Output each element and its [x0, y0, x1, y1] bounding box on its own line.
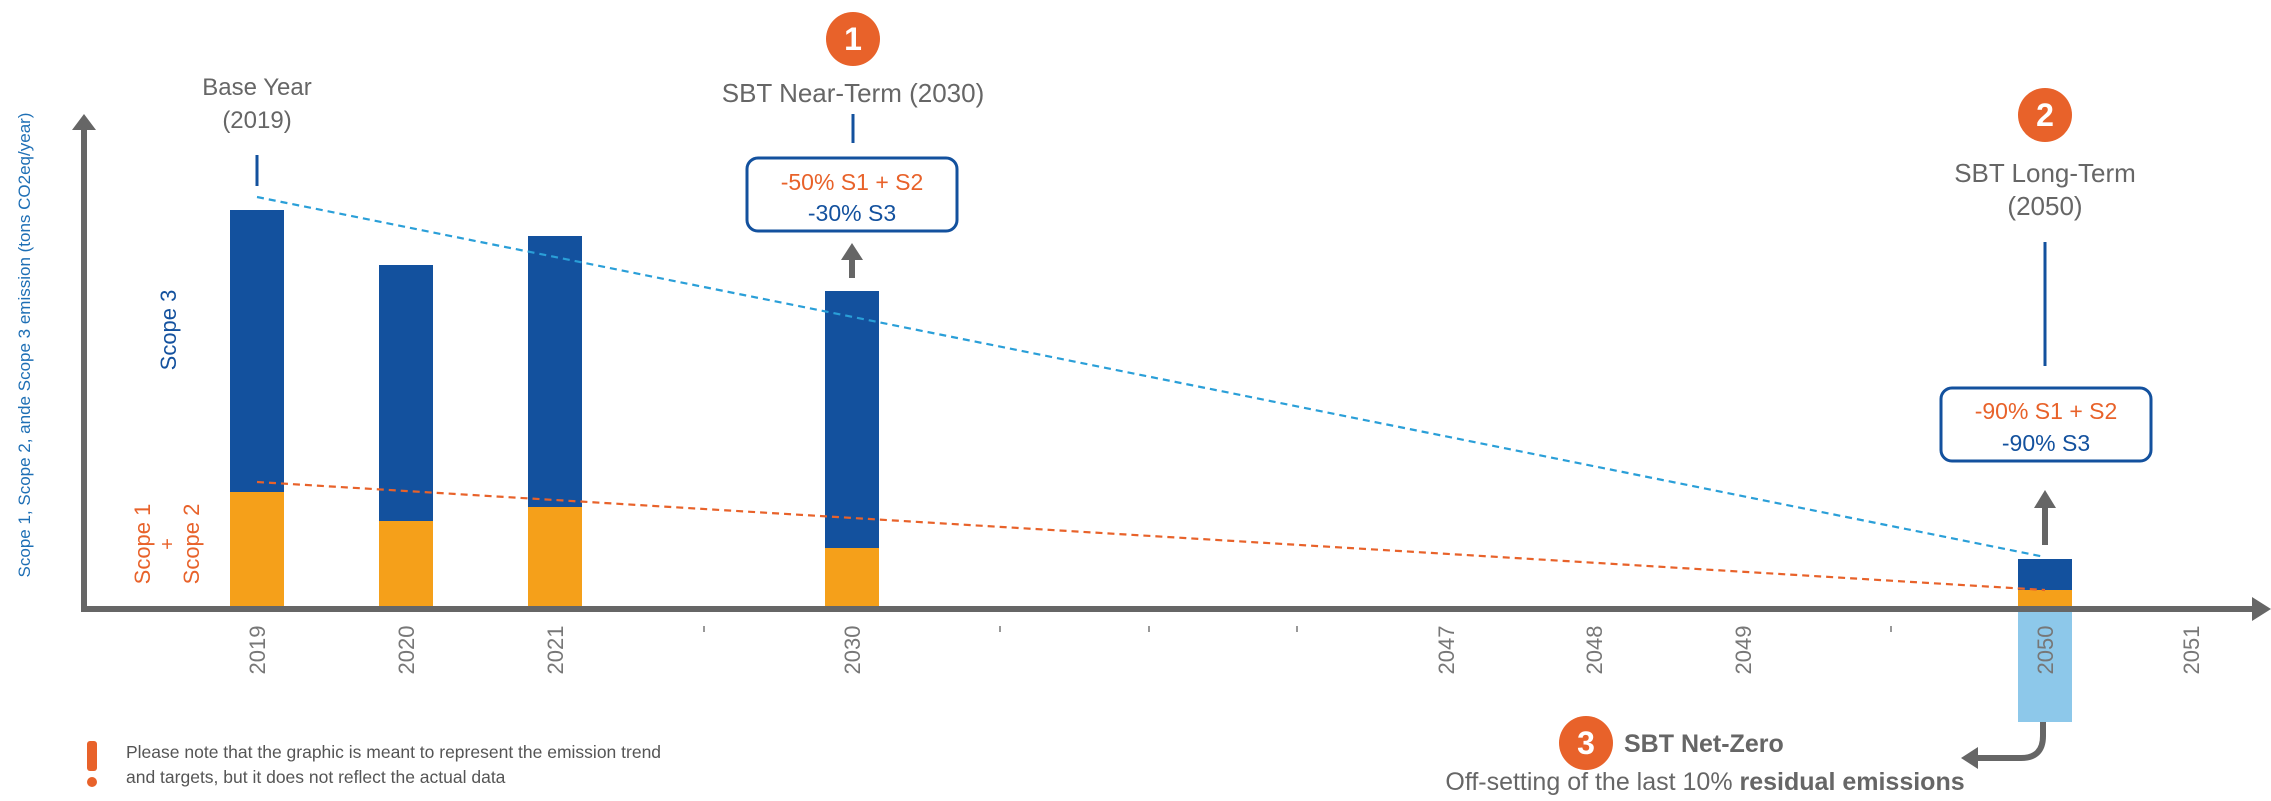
bar-scope12-2021 [528, 507, 582, 607]
long-term-badge [2018, 88, 2072, 142]
near-term-badge [826, 12, 880, 66]
x-tick-label-2049: 2049 [1731, 626, 1756, 675]
exclamation-icon [87, 741, 97, 771]
series-label-scope3: Scope 3 [156, 290, 181, 371]
near-term-target-box [745, 156, 959, 233]
net-zero-return-arrow [1976, 722, 2046, 761]
net-zero-badge-number: 3 [1577, 725, 1595, 761]
x-tick-label-2021: 2021 [543, 626, 568, 675]
trend-line-total [256, 195, 2046, 559]
bar-scope3-2050 [2018, 559, 2072, 590]
y-axis-arrow [72, 114, 96, 130]
bar-scope3-2030 [825, 291, 879, 548]
series-label-scope12-plus: + [157, 538, 179, 550]
x-tick-label-2020: 2020 [394, 626, 419, 675]
long-term-arrow-head [2034, 490, 2056, 508]
near-term-arrow-head [841, 243, 863, 260]
series-label-scope12-line1: Scope 1 [130, 504, 155, 585]
x-axis-arrow [2252, 597, 2271, 621]
base-year-title: Base Year [202, 74, 311, 101]
bar-scope12-2020 [379, 521, 433, 607]
series-label-scope12-line2: Scope 2 [179, 504, 204, 585]
footnote-line2: and targets, but it does not reflect the… [126, 767, 506, 787]
bar-scope12-2019 [230, 492, 284, 607]
bar-scope12-2050 [2018, 590, 2072, 607]
exclamation-icon-dot [87, 777, 97, 787]
base-year-subtitle: (2019) [222, 107, 291, 134]
long-term-badge-number: 2 [2036, 97, 2054, 133]
near-term-badge-number: 1 [844, 21, 862, 57]
x-tick-label-2051: 2051 [2179, 626, 2204, 675]
net-zero-title: SBT Net-Zero [1624, 730, 1784, 758]
net-zero-description-start: Off-setting of the last 10% [1445, 768, 1739, 796]
bar-scope12-2030 [825, 548, 879, 607]
x-tick-label-2050: 2050 [2033, 626, 2058, 675]
x-tick-label-2048: 2048 [1582, 626, 1607, 675]
net-zero-description: Off-setting of the last 10% residual emi… [1445, 768, 1964, 796]
y-axis-label: Scope 1, Scope 2, ande Scope 3 emission … [15, 113, 34, 578]
x-tick-label-2047: 2047 [1434, 626, 1459, 675]
long-term-title: SBT Long-Term [1954, 158, 2136, 188]
long-term-subtitle: (2050) [2007, 191, 2082, 221]
x-tick-label-2019: 2019 [245, 626, 270, 675]
net-zero-description-bold: residual emissions [1740, 768, 1965, 796]
footnote-line1: Please note that the graphic is meant to… [126, 742, 661, 762]
near-term-target-s12: -50% S1 + S2 [781, 169, 924, 195]
long-term-target-box [1939, 386, 2153, 463]
bar-scope3-2020 [379, 265, 433, 521]
long-term-target-s12: -90% S1 + S2 [1975, 398, 2118, 424]
net-zero-return-arrow-head [1961, 747, 1978, 769]
bar-scope3-2021 [528, 236, 582, 507]
long-term-target-s3: -90% S3 [2002, 430, 2090, 456]
net-zero-badge [1559, 716, 1613, 770]
near-term-title: SBT Near-Term (2030) [722, 78, 985, 108]
x-tick-label-2030: 2030 [840, 626, 865, 675]
bar-scope3-2019 [230, 210, 284, 492]
trend-line-scope12 [256, 480, 2046, 592]
near-term-target-s3: -30% S3 [808, 200, 896, 226]
residual-offset-bar [2018, 612, 2072, 722]
